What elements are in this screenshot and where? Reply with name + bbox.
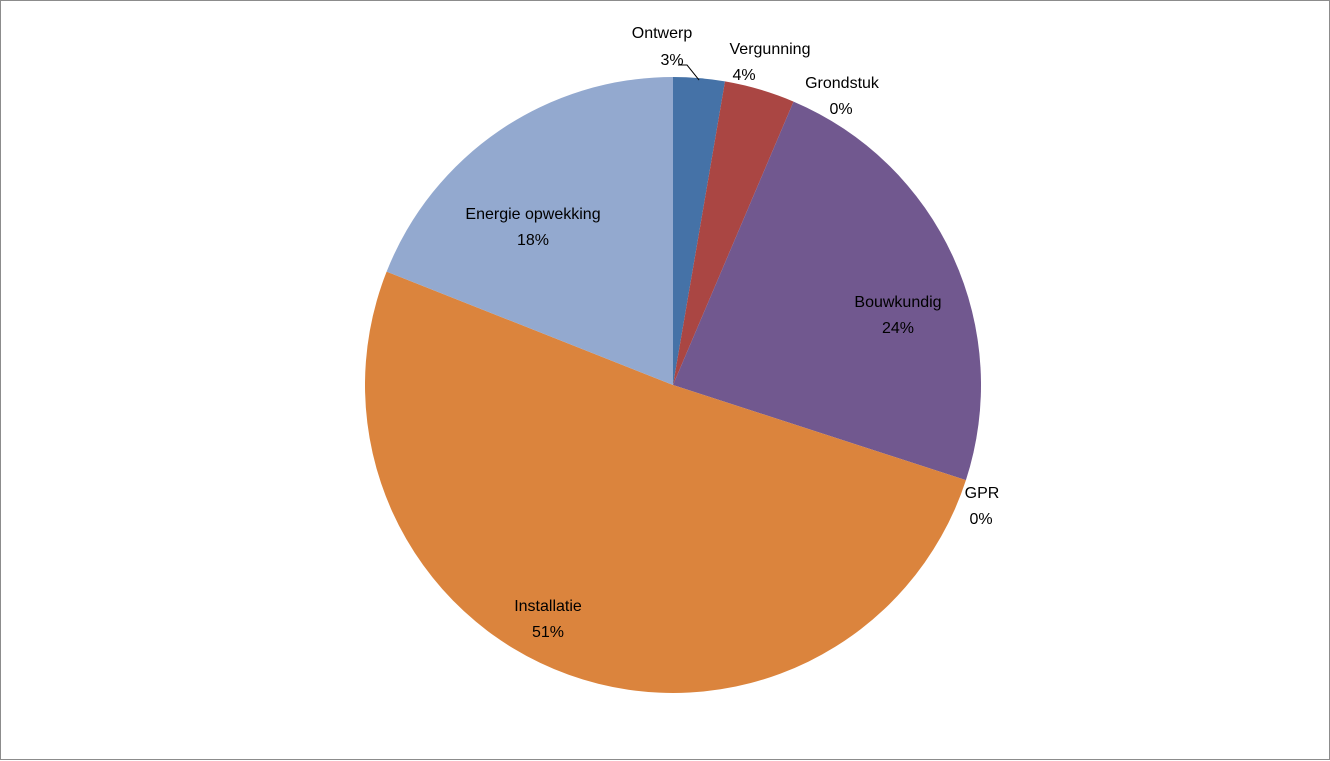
label-grondstuk: Grondstuk [805, 75, 880, 92]
pie-slices [364, 77, 981, 694]
slice-labels: Ontwerp 3% Vergunning 4% Grondstuk 0% Bo… [465, 25, 999, 641]
slice-vergunning [673, 81, 794, 386]
leader-line-ontwerp [678, 64, 700, 81]
label-bouwkundig: Bouwkundig [854, 294, 941, 311]
pct-vergunning: 4% [732, 67, 755, 84]
slice-energie-opwekking [386, 77, 673, 385]
slice-bouwkundig [673, 101, 981, 481]
label-energie-opwekking: Energie opwekking [465, 206, 600, 223]
label-installatie: Installatie [514, 598, 582, 615]
slice-installatie [364, 271, 966, 694]
pct-bouwkundig: 24% [882, 320, 914, 337]
pct-ontwerp: 3% [660, 52, 683, 69]
label-vergunning: Vergunning [730, 41, 811, 58]
slice-ontwerp [673, 77, 726, 385]
pct-gpr: 0% [969, 511, 992, 528]
label-ontwerp: Ontwerp [632, 25, 693, 42]
label-gpr: GPR [965, 485, 1000, 502]
pct-energie-opwekking: 18% [517, 232, 549, 249]
pct-installatie: 51% [532, 624, 564, 641]
leader-lines [678, 64, 700, 81]
pct-grondstuk: 0% [829, 101, 852, 118]
